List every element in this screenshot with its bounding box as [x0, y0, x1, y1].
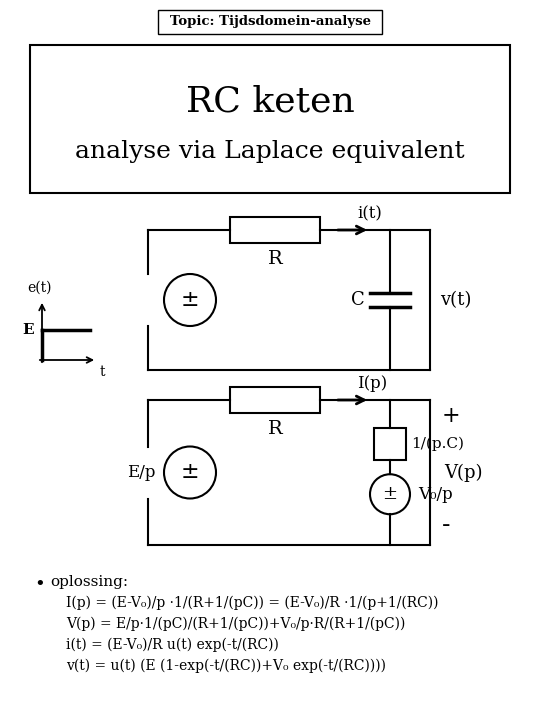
Text: t: t — [99, 365, 105, 379]
Text: I(p) = (E-V₀)/p ·1/(R+1/(pC)) = (E-V₀)/R ·1/(p+1/(RC)): I(p) = (E-V₀)/p ·1/(R+1/(pC)) = (E-V₀)/R… — [66, 596, 438, 611]
Text: V(p): V(p) — [444, 464, 483, 482]
Text: Topic: Tijdsdomein-analyse: Topic: Tijdsdomein-analyse — [170, 16, 370, 29]
Bar — [30, 45, 510, 193]
Text: i(t): i(t) — [357, 205, 382, 222]
Circle shape — [370, 474, 410, 514]
Circle shape — [164, 274, 216, 326]
Bar — [374, 428, 406, 459]
Text: C: C — [351, 291, 365, 309]
Bar — [158, 10, 382, 34]
Text: v(t): v(t) — [440, 291, 471, 309]
Text: V(p) = E/p·1/(pC)/(R+1/(pC))+V₀/p·R/(R+1/(pC)): V(p) = E/p·1/(pC)/(R+1/(pC))+V₀/p·R/(R+1… — [66, 617, 406, 631]
Text: i(t) = (E-V₀)/R u(t) exp(-t/(RC)): i(t) = (E-V₀)/R u(t) exp(-t/(RC)) — [66, 638, 279, 652]
Text: RC keten: RC keten — [186, 84, 354, 118]
Text: R: R — [268, 250, 282, 268]
Text: V₀/p: V₀/p — [418, 486, 453, 503]
Bar — [230, 217, 320, 243]
Text: R: R — [268, 420, 282, 438]
Text: +: + — [442, 405, 461, 427]
Text: analyse via Laplace equivalent: analyse via Laplace equivalent — [75, 140, 465, 163]
Text: E/p: E/p — [127, 464, 156, 481]
Text: ±: ± — [181, 462, 199, 484]
Text: ±: ± — [382, 485, 397, 503]
Text: -: - — [442, 514, 450, 537]
Text: ±: ± — [181, 289, 199, 311]
Text: I(p): I(p) — [357, 375, 388, 392]
Text: •: • — [34, 575, 45, 593]
Text: E: E — [22, 323, 34, 337]
Text: e(t): e(t) — [27, 281, 51, 295]
Text: oplossing:: oplossing: — [50, 575, 128, 589]
Circle shape — [164, 446, 216, 498]
Bar — [230, 387, 320, 413]
Text: 1/(p.C): 1/(p.C) — [411, 436, 464, 451]
Text: v(t) = u(t) (E (1-exp(-t/(RC))+V₀ exp(-t/(RC)))): v(t) = u(t) (E (1-exp(-t/(RC))+V₀ exp(-t… — [66, 659, 386, 673]
